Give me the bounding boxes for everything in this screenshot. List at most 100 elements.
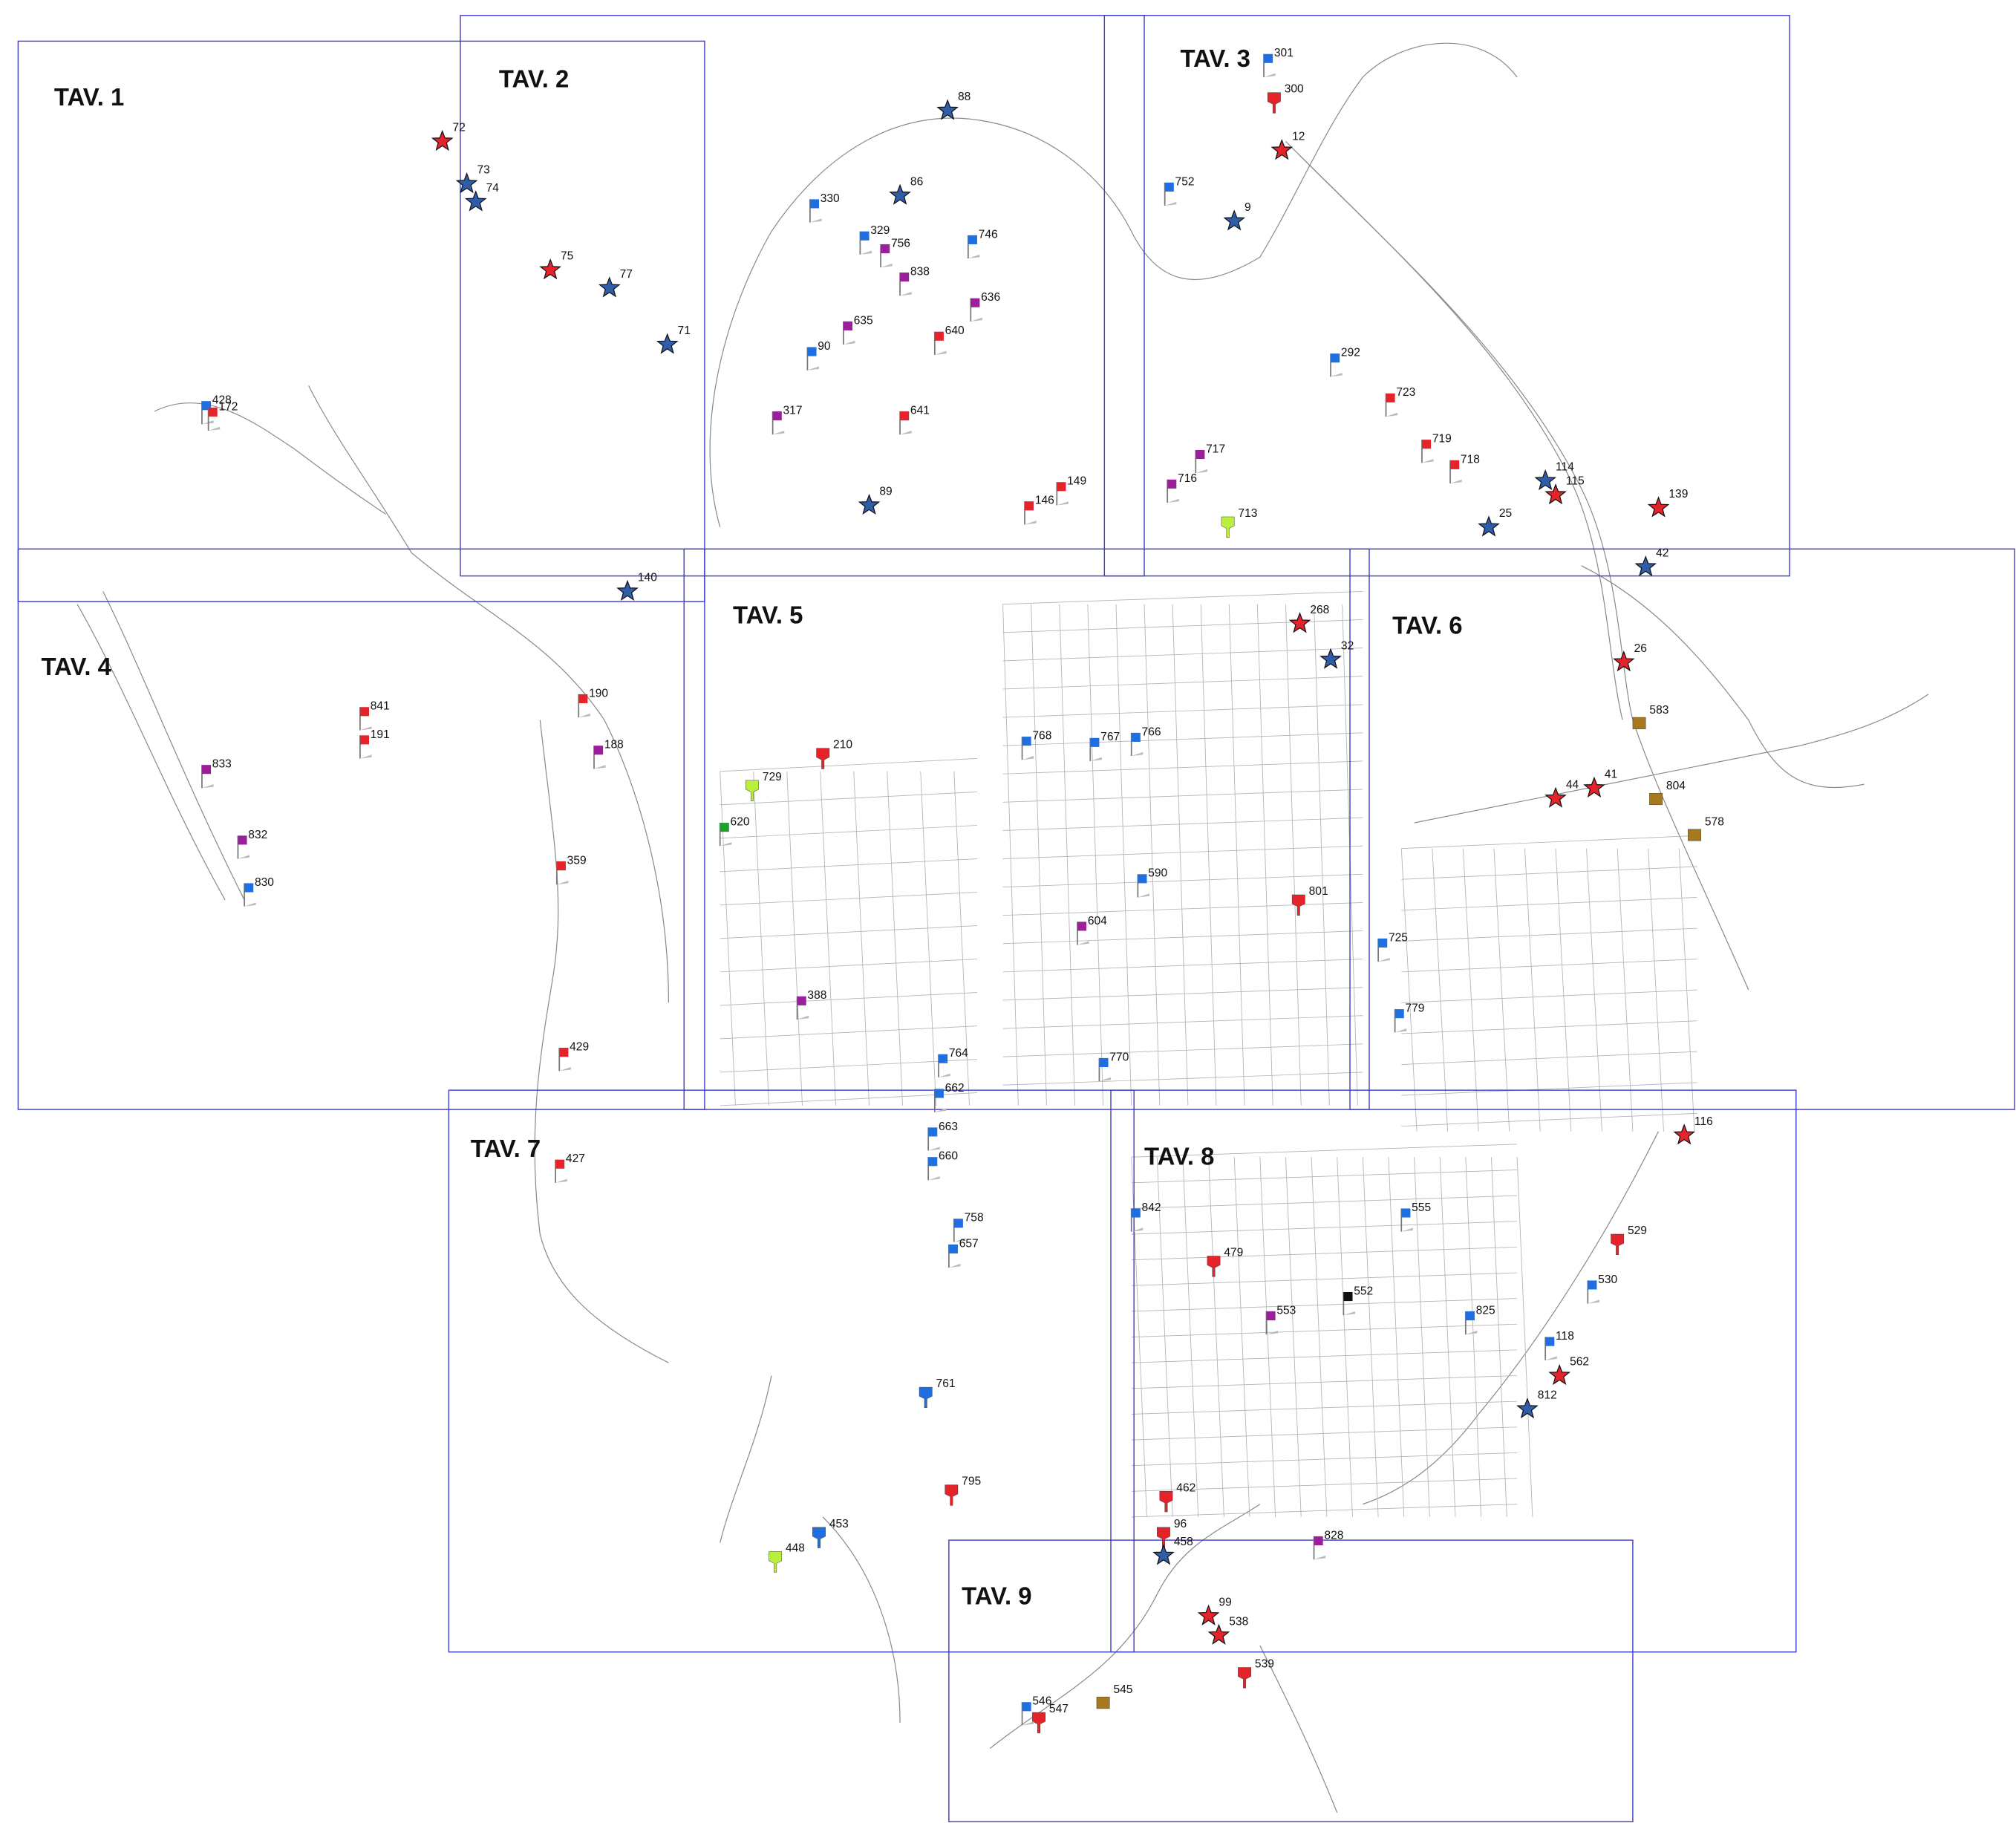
flag-marker xyxy=(772,411,782,421)
street-grid xyxy=(720,590,1697,1518)
flag-shadow xyxy=(860,250,872,255)
marker-label: 329 xyxy=(870,224,890,237)
flag-shadow xyxy=(1465,1330,1478,1335)
street xyxy=(1311,1157,1328,1517)
street xyxy=(720,1059,977,1073)
flag-shadow xyxy=(559,1066,571,1072)
flag-marker xyxy=(881,244,890,254)
flag-marker xyxy=(1099,1057,1109,1067)
sheet-frame xyxy=(17,548,705,1110)
street xyxy=(1439,1157,1456,1517)
star-marker xyxy=(1612,650,1635,672)
marker-label: 825 xyxy=(1476,1304,1495,1317)
street xyxy=(1131,1478,1518,1492)
street xyxy=(1002,959,1363,973)
flag-marker xyxy=(807,347,817,356)
marker: 292 xyxy=(1330,347,1360,377)
street xyxy=(1555,848,1572,1132)
marker-label: 114 xyxy=(1556,461,1574,474)
street xyxy=(1131,1349,1518,1363)
marker-label: 553 xyxy=(1276,1304,1296,1317)
marker-label: 330 xyxy=(821,192,840,205)
flag-marker xyxy=(1545,1337,1555,1346)
marker-label: 718 xyxy=(1461,453,1480,466)
marker: 641 xyxy=(899,404,930,435)
road xyxy=(308,385,670,1003)
road-network xyxy=(76,42,1929,1813)
flag-shadow xyxy=(934,350,947,355)
flag-shadow xyxy=(900,292,912,296)
marker: 88 xyxy=(936,91,971,120)
flag-shadow xyxy=(928,1176,940,1181)
street xyxy=(1259,1157,1276,1517)
street xyxy=(1131,1272,1518,1286)
street xyxy=(1002,648,1363,662)
street xyxy=(1362,1157,1379,1517)
marker: 529 xyxy=(1611,1224,1647,1256)
street xyxy=(720,992,977,1006)
marker: 479 xyxy=(1207,1246,1243,1277)
star-marker xyxy=(455,172,478,194)
star-marker xyxy=(1544,483,1567,505)
flag-marker xyxy=(1394,1009,1404,1019)
marker-label: 453 xyxy=(829,1518,849,1530)
flag-marker xyxy=(900,273,910,282)
marker-label: 578 xyxy=(1705,816,1724,829)
street xyxy=(1115,604,1132,1106)
flag-shadow xyxy=(939,1073,950,1077)
sheet-title: TAV. 5 xyxy=(733,601,803,629)
star-marker xyxy=(598,276,621,298)
flag-shadow xyxy=(1401,1227,1413,1232)
marker-label: 25 xyxy=(1499,507,1513,520)
marker: 190 xyxy=(578,687,608,718)
flag-marker xyxy=(1314,1536,1323,1546)
pin-marker xyxy=(816,748,830,769)
flag-marker xyxy=(594,746,604,755)
marker-label: 832 xyxy=(248,829,267,841)
box-marker xyxy=(1632,717,1646,729)
marker-label: 115 xyxy=(1566,475,1585,488)
street xyxy=(1002,1015,1363,1029)
pin-marker xyxy=(1611,1233,1625,1256)
railway xyxy=(1285,141,1623,720)
marker: 723 xyxy=(1385,386,1415,417)
flag-marker xyxy=(1164,182,1174,192)
star-marker xyxy=(1673,1124,1695,1145)
marker-label: 758 xyxy=(965,1212,984,1224)
sheet-title: TAV. 9 xyxy=(962,1582,1031,1610)
marker: 42 xyxy=(1634,547,1668,577)
marker: 72 xyxy=(431,122,466,151)
marker: 75 xyxy=(539,250,574,280)
flag-shadow xyxy=(971,317,982,322)
flag-shadow xyxy=(1386,412,1398,417)
marker-label: 552 xyxy=(1354,1285,1373,1297)
star-marker xyxy=(1516,1397,1539,1419)
marker: 716 xyxy=(1167,472,1197,503)
flag-shadow xyxy=(843,340,855,345)
marker-label: 359 xyxy=(567,854,587,867)
street xyxy=(1002,676,1363,690)
street xyxy=(1285,1157,1302,1517)
flag-marker xyxy=(1264,53,1273,63)
star-marker xyxy=(1152,1544,1175,1565)
street xyxy=(1285,604,1302,1106)
marker: 462 xyxy=(1159,1481,1195,1513)
marker: 764 xyxy=(938,1047,968,1077)
road xyxy=(1363,1131,1660,1505)
pin-marker xyxy=(1032,1712,1045,1734)
street xyxy=(1156,1157,1173,1517)
marker-label: 546 xyxy=(1032,1695,1051,1708)
marker: 660 xyxy=(927,1150,958,1181)
marker-label: 812 xyxy=(1538,1389,1557,1402)
road xyxy=(720,1375,901,1723)
marker-label: 539 xyxy=(1255,1658,1274,1671)
street xyxy=(786,771,803,1106)
street xyxy=(1131,1504,1518,1518)
flag-shadow xyxy=(1450,479,1462,483)
marker-label: 635 xyxy=(854,314,873,327)
flag-marker xyxy=(843,321,853,330)
street xyxy=(753,771,769,1106)
flag-marker xyxy=(1195,449,1205,460)
flag-shadow xyxy=(968,254,980,258)
